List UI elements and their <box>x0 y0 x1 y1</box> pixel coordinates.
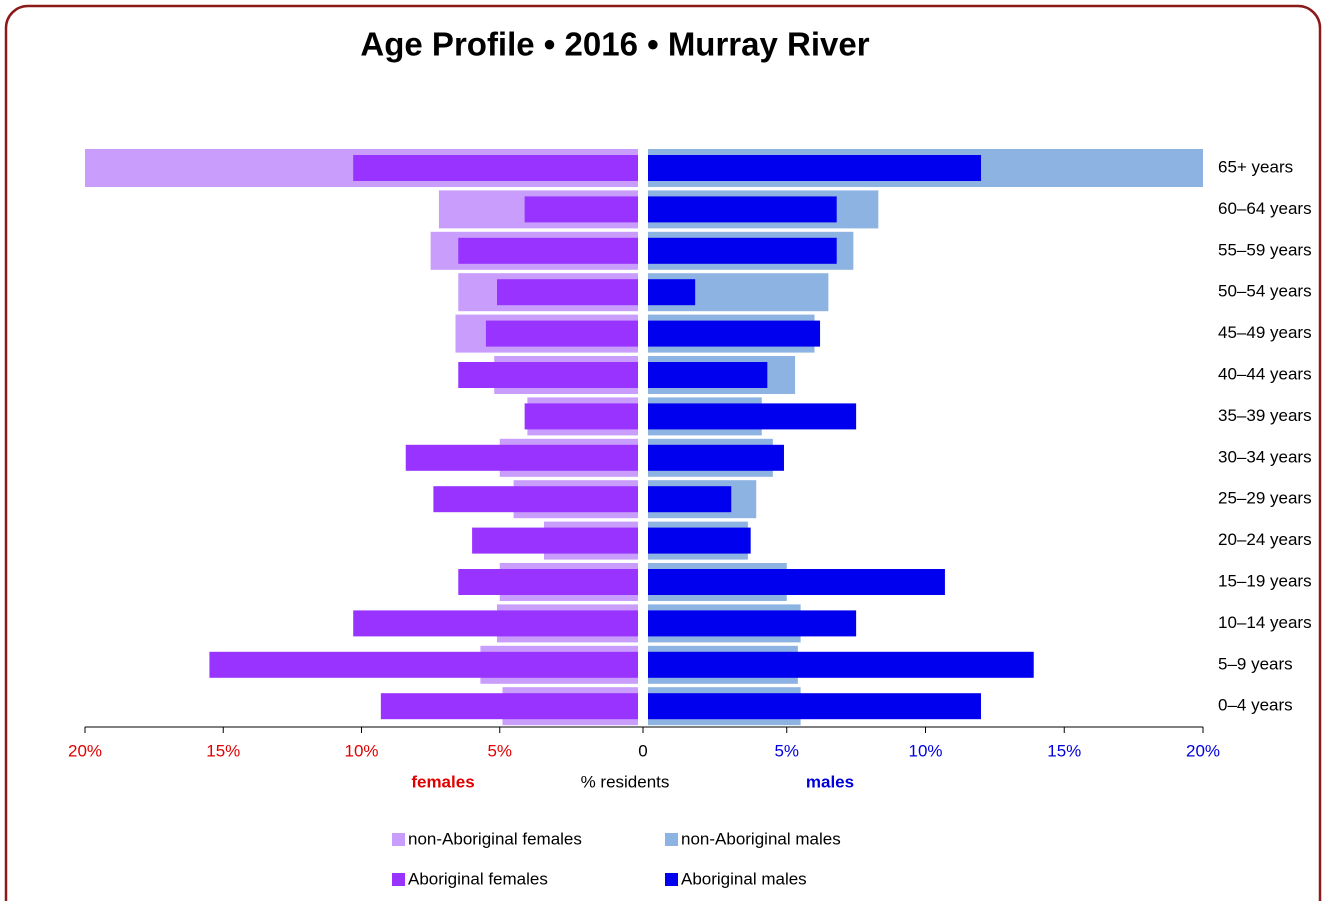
chart-title: Age Profile • 2016 • Murray River <box>360 26 869 63</box>
legend-swatch <box>392 833 405 846</box>
bar <box>485 320 638 347</box>
legend-swatch <box>665 873 678 886</box>
bar <box>458 362 638 388</box>
bar <box>648 279 696 306</box>
bar <box>458 569 638 595</box>
legend-label: Aboriginal females <box>408 869 548 888</box>
bar <box>648 569 945 595</box>
category-label: 20–24 years <box>1218 530 1312 549</box>
category-label: 0–4 years <box>1218 696 1293 715</box>
category-label: 5–9 years <box>1218 654 1293 673</box>
category-label: 10–14 years <box>1218 613 1312 632</box>
category-label: 45–49 years <box>1218 323 1312 342</box>
bar <box>648 155 981 181</box>
bar <box>648 527 751 554</box>
x-tick-label: 20% <box>1186 741 1220 760</box>
legend-label: non-Aboriginal males <box>681 829 841 848</box>
x-tick-label: 5% <box>487 741 512 760</box>
legend-label: Aboriginal males <box>681 869 807 888</box>
bar <box>209 651 639 678</box>
bar <box>648 651 1034 678</box>
x-tick-label: 20% <box>68 741 102 760</box>
legend-label: non-Aboriginal females <box>408 829 582 848</box>
bar <box>353 610 638 637</box>
bar <box>648 320 821 347</box>
bar <box>353 155 638 181</box>
bar <box>524 403 638 430</box>
bar <box>648 196 837 223</box>
category-label: 30–34 years <box>1218 447 1312 466</box>
legend-swatch <box>665 833 678 846</box>
axis-label: % residents <box>581 772 670 791</box>
bar <box>380 693 638 720</box>
category-label: 25–29 years <box>1218 489 1312 508</box>
bar <box>648 237 837 264</box>
axis-label: males <box>806 772 854 791</box>
bar <box>458 237 638 264</box>
bar <box>433 486 638 513</box>
bar <box>648 693 981 720</box>
x-tick-label: 15% <box>1047 741 1081 760</box>
bar <box>648 362 768 388</box>
bar <box>472 527 638 554</box>
axis-label: females <box>411 772 474 791</box>
category-label: 35–39 years <box>1218 406 1312 425</box>
x-tick-label: 0 <box>638 741 647 760</box>
x-tick-label: 15% <box>206 741 240 760</box>
bar <box>524 196 638 223</box>
x-tick-label: 10% <box>908 741 942 760</box>
category-label: 40–44 years <box>1218 364 1312 383</box>
category-label: 50–54 years <box>1218 282 1312 301</box>
category-label: 65+ years <box>1218 157 1293 176</box>
x-tick-label: 10% <box>344 741 378 760</box>
category-label: 60–64 years <box>1218 199 1312 218</box>
legend-swatch <box>392 873 405 886</box>
bar <box>648 610 857 637</box>
bar <box>648 444 784 471</box>
x-tick-label: 5% <box>774 741 799 760</box>
bar <box>648 486 732 513</box>
category-label: 15–19 years <box>1218 571 1312 590</box>
category-label: 55–59 years <box>1218 240 1312 259</box>
bar <box>496 279 638 306</box>
bar <box>648 403 857 430</box>
bar <box>405 444 638 471</box>
